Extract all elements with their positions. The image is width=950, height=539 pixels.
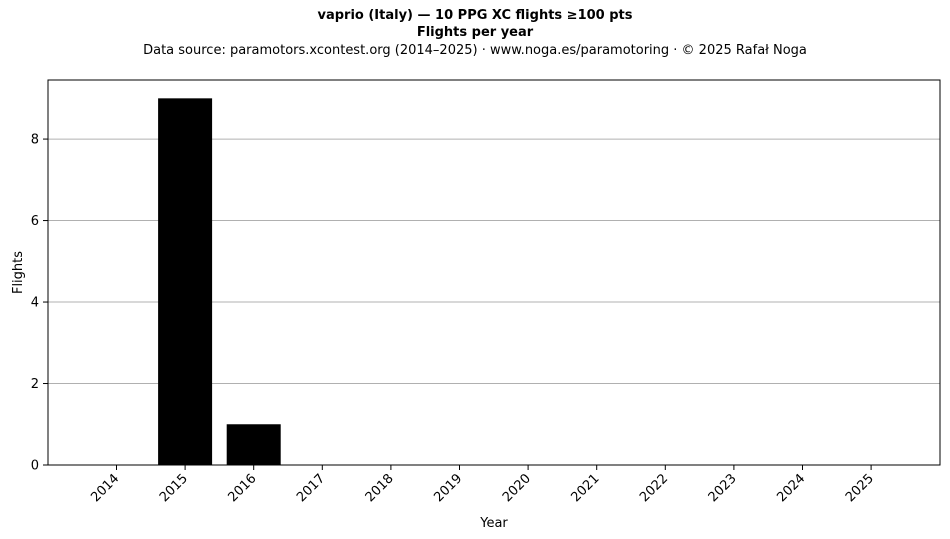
plot-frame (47, 79, 941, 466)
x-tick-label: 2023 (706, 471, 740, 505)
x-axis-label: Year (479, 516, 508, 531)
y-axis-ticks: 0 2 4 6 8 (31, 133, 48, 474)
x-tick-label: 2021 (569, 471, 603, 505)
chart-source-line: Data source: paramotors.xcontest.org (20… (143, 43, 807, 58)
y-axis-label: Flights (11, 251, 26, 294)
bar-2015 (158, 98, 213, 465)
chart-title: vaprio (Italy) — 10 PPG XC flights ≥100 … (317, 8, 633, 23)
bar-2016 (226, 424, 281, 465)
x-tick-label: 2020 (500, 471, 534, 505)
chart-subtitle: Flights per year (416, 25, 534, 40)
x-axis-ticks: 2014 2015 2016 2017 2018 2019 2020 2021 2022 2023… (88, 465, 877, 505)
x-tick-label: 2024 (774, 471, 808, 505)
y-tick-label: 4 (31, 296, 39, 311)
x-tick-label: 2017 (294, 471, 328, 505)
y-tick-label: 6 (31, 214, 39, 229)
x-tick-label: 2025 (843, 471, 877, 505)
y-tick-label: 8 (31, 133, 39, 148)
y-tick-label: 0 (31, 459, 39, 474)
x-tick-label: 2014 (88, 471, 122, 505)
x-tick-label: 2016 (226, 471, 260, 505)
x-tick-label: 2019 (431, 471, 465, 505)
x-tick-label: 2015 (157, 471, 191, 505)
x-tick-label: 2018 (363, 471, 397, 505)
bars (158, 98, 281, 465)
y-tick-label: 2 (31, 377, 39, 392)
x-tick-label: 2022 (637, 471, 671, 505)
